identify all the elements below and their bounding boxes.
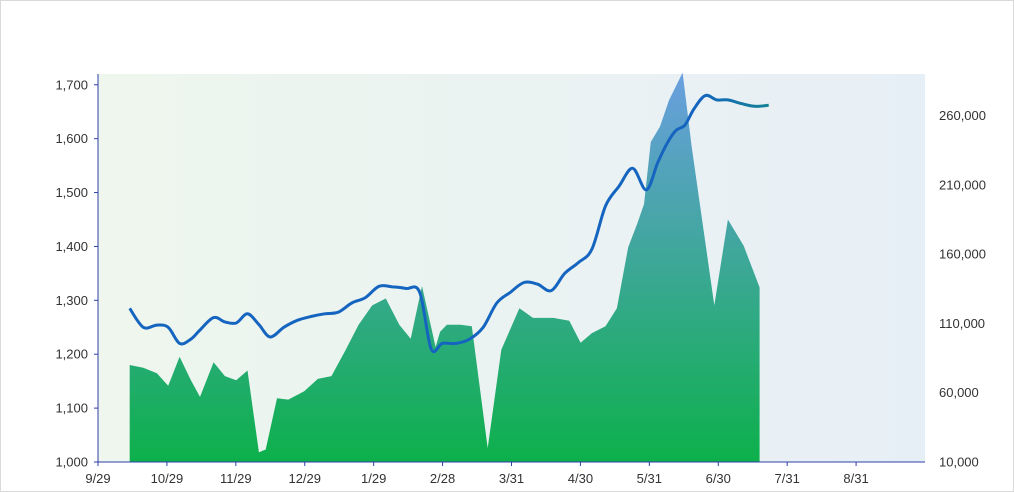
price-line (128, 93, 769, 354)
x-tick-label: 8/31 (843, 471, 868, 486)
x-tick-label: 3/31 (499, 471, 524, 486)
y-right-tick-label: 60,000 (939, 385, 979, 400)
x-tick-label: 12/29 (288, 471, 321, 486)
y-left-tick-label: 1,600 (55, 131, 88, 146)
y-left-tick-label: 1,500 (55, 185, 88, 200)
y-right-tick-label: 210,000 (939, 177, 986, 192)
x-tick-label: 2/28 (430, 471, 455, 486)
x-tick-label: 5/31 (637, 471, 662, 486)
y-left-tick-label: 1,400 (55, 239, 88, 254)
y-left-tick-label: 1,300 (55, 293, 88, 308)
x-tick-label: 11/29 (220, 471, 252, 486)
y-right-tick-label: 160,000 (939, 247, 986, 262)
x-tick-label: 6/30 (706, 471, 731, 486)
x-tick-label: 9/29 (85, 471, 110, 486)
x-tick-label: 4/30 (568, 471, 593, 486)
y-left-tick-label: 1,700 (55, 77, 88, 92)
x-tick-label: 7/31 (775, 471, 800, 486)
x-tick-label: 10/29 (151, 471, 184, 486)
y-left-tick-label: 1,000 (55, 455, 88, 470)
volume-area (129, 72, 760, 462)
y-left-tick-label: 1,200 (55, 347, 88, 362)
y-right-tick-label: 260,000 (939, 108, 986, 123)
y-left-tick-label: 1,100 (55, 401, 88, 416)
y-right-tick-label: 110,000 (939, 316, 985, 331)
y-right-tick-label: 10,000 (939, 455, 979, 470)
x-tick-label: 1/29 (361, 471, 386, 486)
